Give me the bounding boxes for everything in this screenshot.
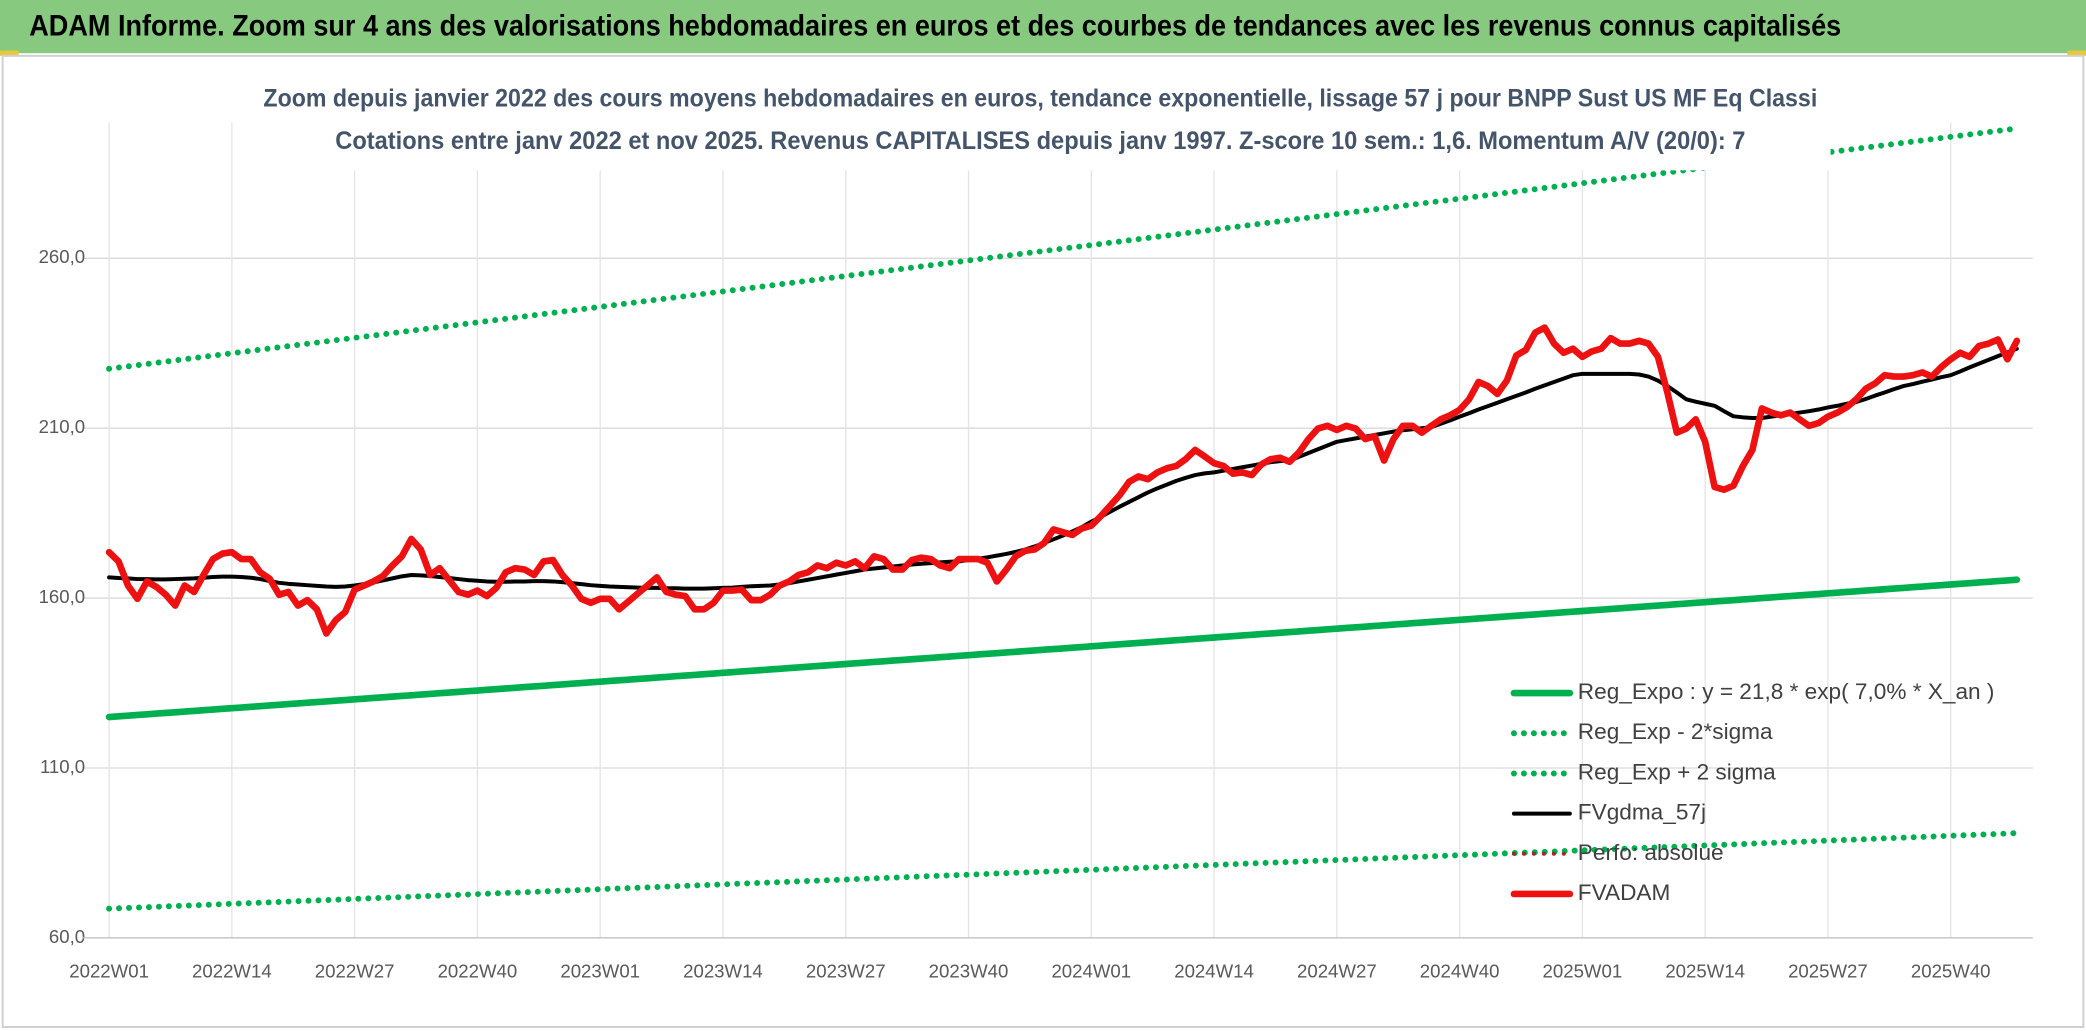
header-accent xyxy=(0,50,19,56)
x-tick-label: 2022W40 xyxy=(438,960,518,981)
x-tick-label: 2022W14 xyxy=(192,960,272,981)
chart-titles: Zoom depuis janvier 2022 des cours moyen… xyxy=(247,77,1831,171)
x-tick-label: 2025W27 xyxy=(1788,960,1868,981)
x-tick-label: 2024W01 xyxy=(1051,960,1131,981)
x-tick-label: 2024W40 xyxy=(1420,960,1500,981)
series-line xyxy=(106,125,2020,372)
y-tick-label: 260,0 xyxy=(39,246,86,267)
y-tick-label: 110,0 xyxy=(40,756,85,777)
chart-title: Zoom depuis janvier 2022 des cours moyen… xyxy=(263,84,1817,112)
x-tick-label: 2025W40 xyxy=(1911,960,1991,981)
x-tick-label: 2023W40 xyxy=(929,960,1009,981)
title-box xyxy=(247,77,1831,171)
series-line xyxy=(106,830,2020,912)
legend-label: FVgdma_57j xyxy=(1578,800,1706,825)
plot-area: 60,0 110,0 160,0 210,0 260,0 2022W01 2022W14 20… xyxy=(39,122,2033,981)
header-accent xyxy=(2067,50,2086,56)
header-band xyxy=(0,0,2086,54)
series-line xyxy=(105,576,2021,721)
legend-label: Reg_Expo : y = 21,8 * exp( 7,0% * X_an ) xyxy=(1578,679,1995,704)
y-tick-label: 210,0 xyxy=(39,416,86,437)
x-tick-label: 2025W01 xyxy=(1543,960,1623,981)
legend-label: Perfo: absolue xyxy=(1578,840,1724,865)
x-tick-label: 2024W14 xyxy=(1174,960,1254,981)
legend-label: Reg_Exp - 2*sigma xyxy=(1578,719,1773,744)
x-tick-label: 2023W14 xyxy=(683,960,763,981)
x-tick-label: 2025W14 xyxy=(1665,960,1745,981)
x-tick-label: 2023W27 xyxy=(806,960,886,981)
y-tick-label: 60,0 xyxy=(49,926,85,947)
page-title: ADAM Informe. Zoom sur 4 ans des valoris… xyxy=(29,11,1841,43)
legend-label: Reg_Exp + 2 sigma xyxy=(1578,759,1776,784)
series-line xyxy=(105,324,2021,637)
x-tick-label: 2022W27 xyxy=(315,960,395,981)
x-tick-label: 2023W01 xyxy=(560,960,640,981)
legend: Reg_Expo : y = 21,8 * exp( 7,0% * X_an )… xyxy=(1510,679,1995,905)
x-tick-label: 2022W01 xyxy=(69,960,149,981)
x-tick-label: 2024W27 xyxy=(1297,960,1377,981)
chart-subtitle: Cotations entre janv 2022 et nov 2025. R… xyxy=(335,127,1745,155)
legend-label: FVADAM xyxy=(1578,880,1671,905)
y-tick-label: 160,0 xyxy=(39,586,86,607)
